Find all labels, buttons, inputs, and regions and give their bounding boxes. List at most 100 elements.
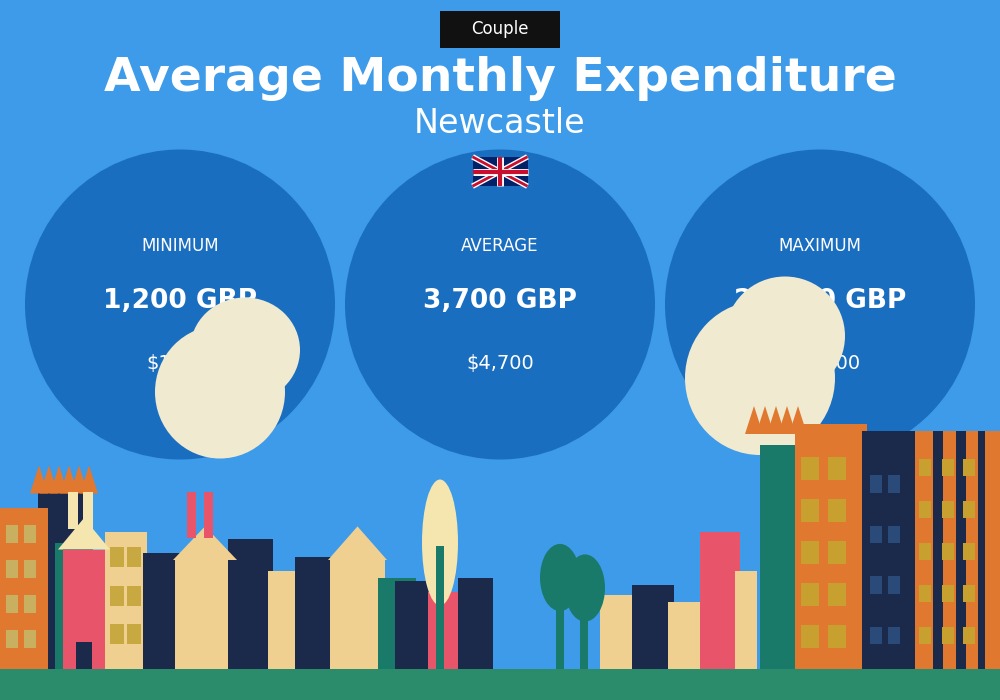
- Bar: [978, 430, 985, 668]
- Ellipse shape: [665, 150, 975, 459]
- Polygon shape: [756, 406, 774, 434]
- Bar: [580, 588, 588, 668]
- Bar: [915, 430, 1000, 668]
- Polygon shape: [745, 406, 763, 434]
- Text: Couple: Couple: [471, 20, 529, 38]
- Bar: [473, 157, 528, 186]
- Bar: [888, 526, 900, 543]
- Bar: [942, 626, 954, 644]
- Bar: [963, 626, 975, 644]
- Bar: [933, 430, 943, 668]
- Bar: [801, 499, 819, 522]
- Polygon shape: [778, 406, 796, 434]
- Text: 1,200 GBP: 1,200 GBP: [103, 288, 257, 314]
- Bar: [295, 556, 335, 668]
- Bar: [919, 542, 931, 560]
- Bar: [6, 525, 18, 542]
- Text: 20,000 GBP: 20,000 GBP: [734, 288, 906, 314]
- Ellipse shape: [565, 554, 605, 622]
- Ellipse shape: [190, 298, 300, 402]
- Bar: [919, 626, 931, 644]
- Bar: [24, 560, 36, 577]
- Text: Average Monthly Expenditure: Average Monthly Expenditure: [104, 56, 896, 101]
- Bar: [919, 458, 931, 476]
- Bar: [76, 642, 92, 668]
- Bar: [760, 444, 798, 668]
- Text: $1,600: $1,600: [146, 354, 214, 373]
- Ellipse shape: [540, 544, 580, 611]
- Bar: [963, 584, 975, 602]
- Bar: [942, 584, 954, 602]
- Text: 3,700 GBP: 3,700 GBP: [423, 288, 577, 314]
- Polygon shape: [80, 466, 98, 493]
- Bar: [175, 560, 235, 668]
- Bar: [963, 542, 975, 560]
- Bar: [888, 626, 900, 644]
- Ellipse shape: [25, 150, 335, 459]
- Bar: [963, 458, 975, 476]
- Bar: [127, 547, 141, 567]
- Bar: [187, 492, 196, 538]
- Bar: [0, 508, 48, 668]
- Ellipse shape: [345, 150, 655, 459]
- Ellipse shape: [725, 276, 845, 395]
- Bar: [458, 578, 493, 668]
- Bar: [127, 624, 141, 644]
- Bar: [942, 458, 954, 476]
- Bar: [870, 526, 882, 543]
- Polygon shape: [40, 466, 58, 493]
- Text: MINIMUM: MINIMUM: [141, 237, 219, 255]
- Bar: [143, 553, 181, 668]
- Bar: [801, 457, 819, 480]
- Bar: [801, 583, 819, 606]
- Ellipse shape: [155, 326, 285, 458]
- Bar: [801, 541, 819, 564]
- Bar: [68, 492, 78, 528]
- Bar: [870, 475, 882, 493]
- Bar: [24, 630, 36, 648]
- Polygon shape: [789, 406, 807, 434]
- Bar: [395, 581, 443, 668]
- Bar: [378, 578, 416, 668]
- Bar: [795, 424, 867, 668]
- Bar: [110, 586, 124, 606]
- Bar: [668, 602, 703, 668]
- Bar: [473, 157, 528, 186]
- Polygon shape: [50, 466, 68, 493]
- Bar: [556, 578, 564, 668]
- Ellipse shape: [685, 301, 835, 455]
- Bar: [942, 500, 954, 518]
- Bar: [330, 560, 385, 668]
- Bar: [24, 525, 36, 542]
- Bar: [700, 532, 740, 668]
- Bar: [60, 550, 108, 668]
- Bar: [828, 457, 846, 480]
- Polygon shape: [58, 518, 110, 550]
- Bar: [268, 570, 298, 668]
- Bar: [888, 475, 900, 493]
- Bar: [888, 576, 900, 594]
- Bar: [828, 499, 846, 522]
- Bar: [55, 542, 63, 668]
- Polygon shape: [60, 466, 78, 493]
- Bar: [956, 430, 966, 668]
- Bar: [801, 625, 819, 648]
- Bar: [828, 541, 846, 564]
- Bar: [436, 546, 444, 668]
- Bar: [110, 547, 124, 567]
- Bar: [735, 570, 757, 668]
- Text: AVERAGE: AVERAGE: [461, 237, 539, 255]
- Bar: [38, 486, 93, 668]
- Bar: [110, 624, 124, 644]
- Bar: [127, 586, 141, 606]
- Polygon shape: [30, 466, 48, 493]
- Ellipse shape: [422, 480, 458, 606]
- Bar: [828, 583, 846, 606]
- Text: $4,700: $4,700: [466, 354, 534, 373]
- Bar: [6, 595, 18, 612]
- Bar: [228, 539, 273, 668]
- Bar: [204, 492, 213, 538]
- Bar: [919, 500, 931, 518]
- Bar: [6, 630, 18, 648]
- Text: $25,000: $25,000: [780, 354, 860, 373]
